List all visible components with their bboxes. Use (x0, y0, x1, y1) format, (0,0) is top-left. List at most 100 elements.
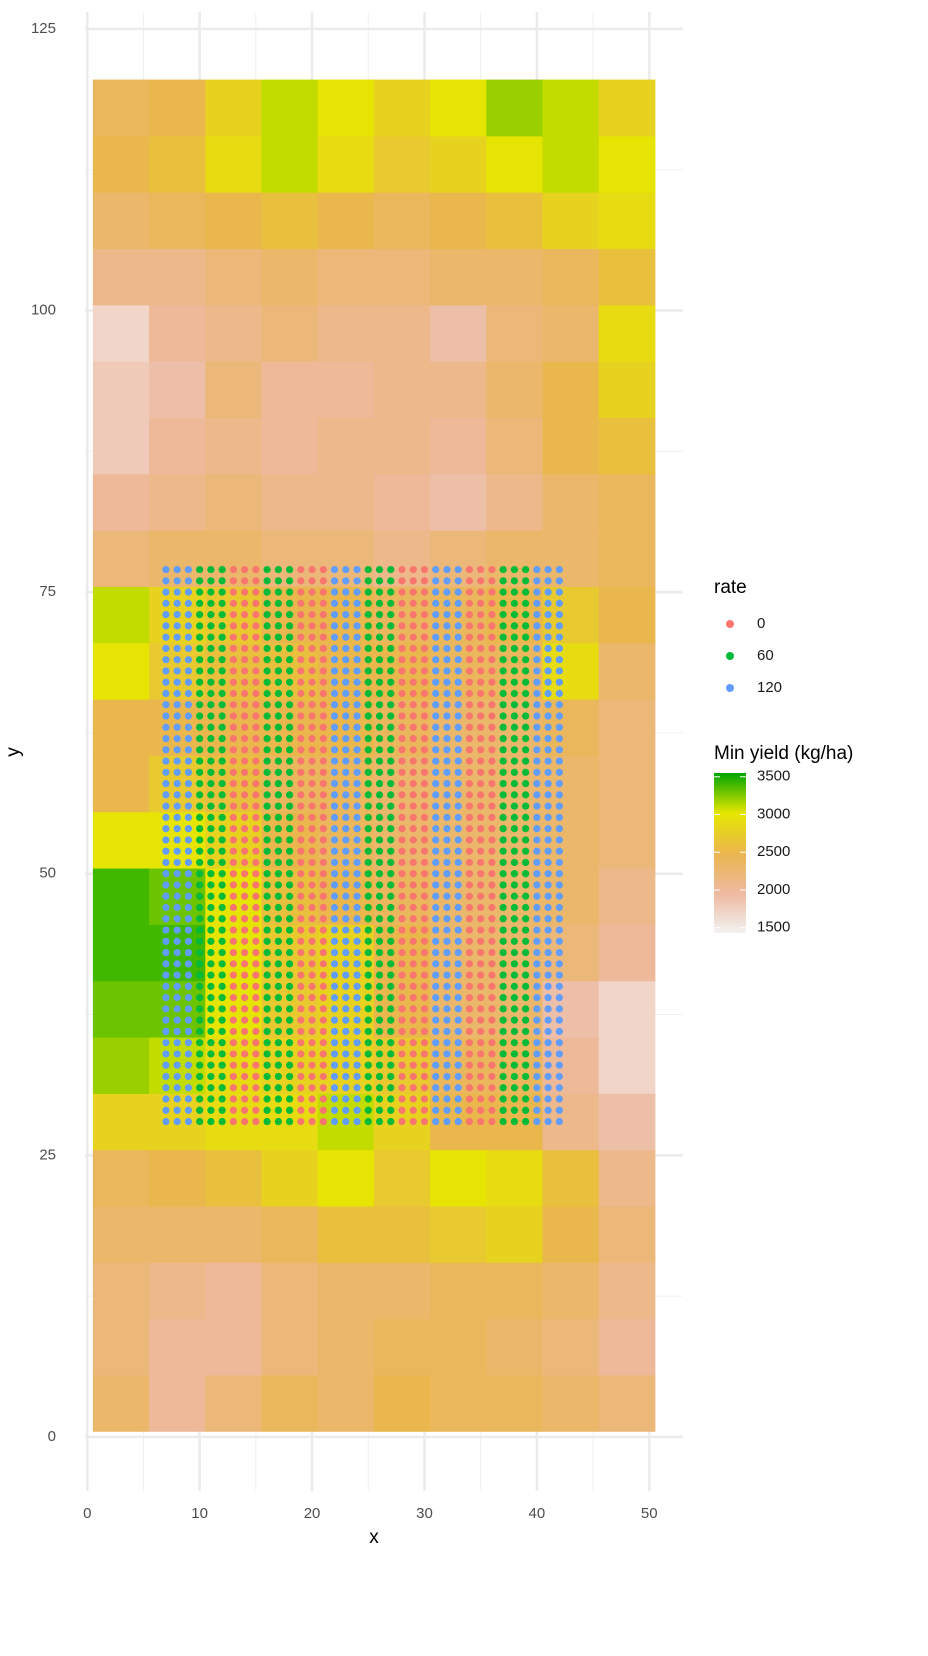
point (544, 611, 552, 619)
point (252, 948, 260, 957)
raster-cell (92, 1374, 150, 1432)
point (263, 1072, 271, 1081)
point (252, 881, 260, 889)
point (454, 734, 462, 743)
raster-cell (92, 755, 150, 813)
point (510, 1027, 518, 1036)
raster-cell (149, 248, 206, 306)
point (465, 565, 474, 574)
point (510, 791, 518, 799)
point (544, 1050, 552, 1058)
point (285, 948, 294, 957)
point (229, 701, 237, 709)
point (207, 622, 215, 630)
point (162, 858, 170, 867)
point (398, 1027, 406, 1036)
y-tick-label: 0 (48, 1428, 56, 1445)
point (375, 588, 384, 596)
point (454, 881, 462, 889)
point (184, 994, 193, 1002)
point (555, 734, 563, 743)
point (387, 588, 395, 596)
point (184, 1050, 193, 1058)
raster-cell (542, 924, 600, 982)
point (319, 644, 327, 653)
point (342, 813, 350, 821)
point (522, 622, 530, 630)
point (342, 689, 350, 698)
raster-cell (486, 304, 543, 362)
raster-cell (542, 1206, 600, 1263)
point (522, 1005, 530, 1013)
point (409, 588, 417, 596)
point (409, 780, 417, 788)
point (252, 667, 260, 675)
raster-cell (261, 79, 319, 137)
point (184, 1016, 193, 1024)
point (432, 1106, 440, 1114)
point (196, 565, 204, 574)
point (297, 611, 305, 619)
point (196, 1084, 204, 1092)
point (522, 948, 530, 957)
point (207, 701, 215, 709)
point (173, 1050, 181, 1058)
point (218, 1027, 226, 1036)
raster-cell (92, 473, 150, 531)
point (162, 813, 170, 821)
point (387, 1061, 395, 1069)
point (522, 825, 530, 833)
point (398, 858, 406, 867)
raster-cell (149, 1206, 206, 1263)
point (241, 678, 249, 686)
point (375, 836, 384, 844)
point (196, 926, 204, 934)
point (229, 1117, 237, 1126)
point (297, 791, 305, 799)
point (533, 994, 541, 1002)
point (218, 881, 226, 889)
point (555, 1016, 563, 1024)
point (420, 678, 429, 686)
point (162, 870, 170, 878)
point (308, 689, 316, 698)
point (364, 734, 372, 743)
point (499, 825, 507, 833)
point (297, 1027, 305, 1036)
point (420, 644, 429, 653)
point (420, 1095, 429, 1103)
point (297, 1084, 305, 1092)
point (364, 565, 372, 574)
point (488, 881, 496, 889)
point (499, 667, 507, 675)
point (364, 847, 372, 855)
point (308, 960, 316, 968)
point (364, 971, 372, 979)
point (533, 802, 541, 810)
point (454, 780, 462, 788)
point (184, 847, 193, 855)
raster-cell (598, 755, 656, 813)
point (319, 746, 327, 754)
point (465, 802, 474, 810)
point (297, 1016, 305, 1024)
point (263, 1027, 271, 1036)
point (218, 1072, 226, 1081)
point (420, 780, 429, 788)
point (173, 633, 181, 641)
point (364, 746, 372, 754)
point (544, 1095, 552, 1103)
point (297, 746, 305, 754)
point (432, 937, 440, 945)
point (510, 712, 518, 720)
point (274, 656, 282, 664)
point (252, 1016, 260, 1024)
point (196, 723, 204, 731)
point (196, 1072, 204, 1081)
point (454, 588, 462, 596)
point (465, 982, 474, 990)
raster-cell (542, 530, 600, 587)
point (342, 791, 350, 799)
point (522, 678, 530, 686)
point (477, 746, 485, 754)
